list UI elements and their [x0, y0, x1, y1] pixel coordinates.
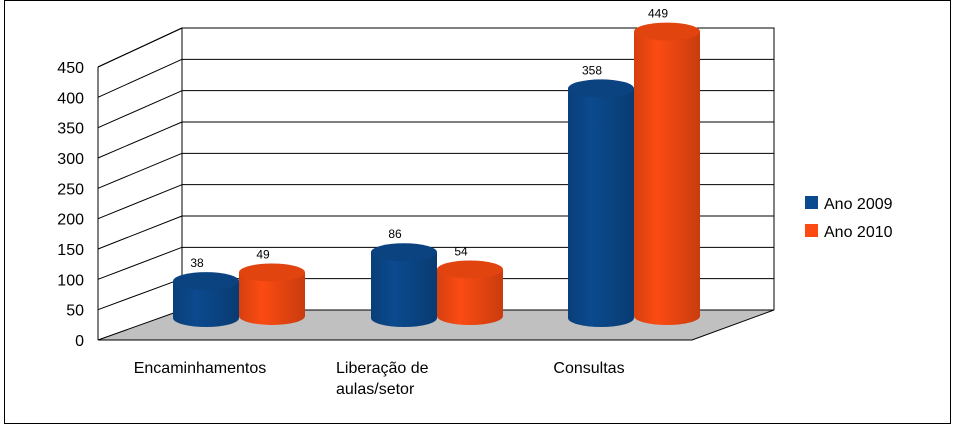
legend: Ano 2009 Ano 2010	[805, 196, 893, 241]
y-tick-label: 450	[57, 60, 84, 77]
gridline-side	[97, 121, 183, 159]
data-label: 449	[648, 7, 668, 21]
y-tick-label: 150	[57, 242, 84, 259]
category-label: Consultas	[553, 360, 624, 377]
bar-2009-2	[568, 88, 634, 327]
gridline-side	[97, 215, 183, 250]
y-tick-label: 400	[57, 90, 84, 107]
gridline-side	[97, 184, 183, 220]
y-tick-label: 100	[57, 272, 84, 289]
legend-swatch	[805, 224, 818, 237]
bar-top-2009-1	[371, 243, 437, 262]
y-tick-label: 350	[57, 121, 84, 138]
bar-2009-0	[173, 281, 239, 327]
legend-label: Ano 2009	[824, 196, 893, 213]
y-tick-label: 0	[75, 333, 84, 350]
data-label: 54	[454, 244, 468, 258]
gridline-side	[97, 58, 183, 98]
bar-top-2010-1	[437, 260, 503, 279]
bar-top-2009-0	[173, 272, 239, 291]
bar-top-2010-0	[239, 263, 305, 282]
gridline-side	[97, 27, 183, 68]
bar-2009-1	[371, 252, 437, 327]
bar-chart: 0 50 100 150 200 250 300 350 400 450 38 49 86 54 358 4…	[4, 0, 951, 424]
gridline-side	[97, 278, 183, 311]
category-label: Encaminhamentos	[134, 360, 267, 377]
y-tick-label: 200	[57, 212, 84, 229]
bar-top-2010-2	[634, 22, 700, 41]
bar-2010-0	[239, 272, 305, 325]
data-label: 49	[256, 247, 270, 261]
bar-2010-1	[437, 269, 503, 325]
bar-2010-2	[634, 31, 700, 325]
chart-frame: 0 50 100 150 200 250 300 350 400 450 38 49 86 54 358 4…	[4, 0, 951, 424]
data-label: 86	[388, 227, 402, 241]
data-label: 38	[190, 256, 204, 270]
gridline-side	[97, 152, 183, 189]
y-tick-label: 50	[66, 303, 84, 320]
category-label: Liberação de	[336, 360, 429, 377]
y-tick-label: 300	[57, 151, 84, 168]
data-label: 358	[582, 63, 602, 77]
gridline-side	[97, 90, 183, 129]
y-tick-label: 250	[57, 181, 84, 198]
gridline-side	[97, 246, 183, 280]
legend-swatch	[805, 196, 818, 209]
legend-label: Ano 2010	[824, 224, 893, 241]
category-label: aulas/setor	[336, 381, 415, 398]
bar-top-2009-2	[568, 79, 634, 98]
